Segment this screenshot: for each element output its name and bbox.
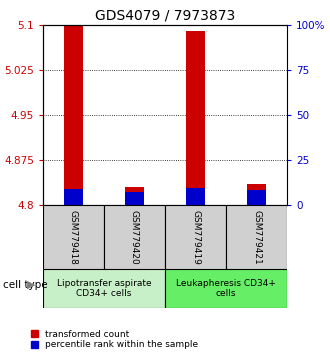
Bar [104,205,165,269]
Text: GSM779418: GSM779418 [69,210,78,265]
Bar [186,31,205,205]
Legend: transformed count, percentile rank within the sample: transformed count, percentile rank withi… [31,330,198,349]
Bar [43,205,104,269]
Text: Lipotransfer aspirate
CD34+ cells: Lipotransfer aspirate CD34+ cells [57,279,151,298]
Bar [43,269,165,308]
Title: GDS4079 / 7973873: GDS4079 / 7973873 [95,8,235,22]
Bar [248,190,266,205]
Text: GSM779421: GSM779421 [252,210,261,264]
Text: Leukapheresis CD34+
cells: Leukapheresis CD34+ cells [176,279,276,298]
Text: GSM779420: GSM779420 [130,210,139,264]
Text: GSM779419: GSM779419 [191,210,200,265]
Bar [125,187,144,205]
Bar [64,189,82,205]
Bar [165,205,226,269]
Text: ▶: ▶ [27,280,36,290]
Bar [226,205,287,269]
Bar [125,192,144,205]
Bar [248,184,266,205]
Text: cell type: cell type [3,280,48,290]
Bar [165,269,287,308]
Bar [64,25,82,205]
Bar [186,188,205,205]
